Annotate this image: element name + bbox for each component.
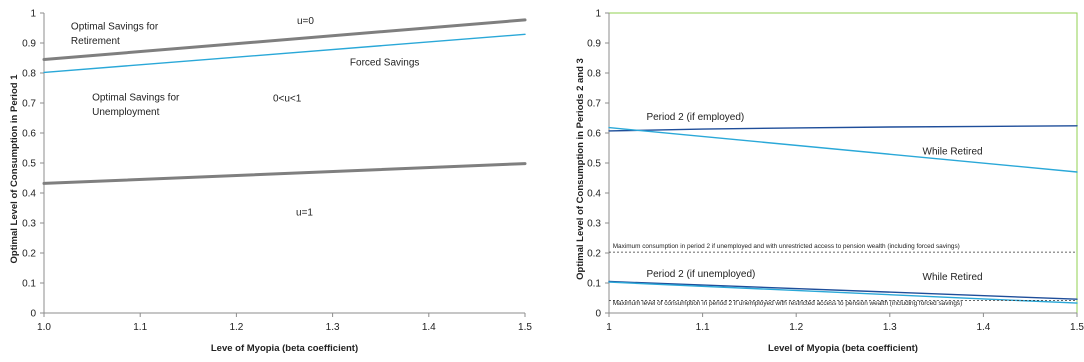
annotation-0: Optimal Savings for [71, 22, 159, 33]
annotation-5: Unemployment [92, 107, 159, 118]
y-tick-label: 0.3 [587, 219, 601, 230]
series-line-2 [608, 280, 1078, 300]
x-tick-label: 1.5 [1070, 322, 1084, 333]
x-axis-label: Level of Myopia (beta coefficient) [768, 343, 918, 354]
y-tick-label: 0.7 [587, 99, 601, 110]
annotation-2: u=0 [297, 16, 314, 27]
series-line-2 [42, 162, 527, 185]
series-line-0 [608, 125, 1078, 132]
x-tick-label: 1.3 [326, 322, 340, 333]
annotation-3: Forced Savings [350, 58, 419, 69]
x-tick-label: 1.5 [518, 322, 532, 333]
x-tick-label: 1.2 [789, 322, 803, 333]
y-tick-label: 0.6 [22, 129, 36, 140]
series-line-0 [42, 18, 527, 61]
y-tick-label: 0.4 [22, 189, 36, 200]
y-tick-label: 0.1 [22, 279, 36, 290]
annotation-4: Optimal Savings for [92, 93, 180, 104]
y-tick-label: 0.7 [22, 99, 36, 110]
x-tick-label: 1.1 [696, 322, 710, 333]
y-tick-label: 0 [595, 309, 601, 320]
x-axis-label: Leve of Myopia (beta coefficient) [211, 343, 358, 354]
y-tick-label: 0.1 [587, 279, 601, 290]
annotation-5: Maximum level of consumption in period 2… [613, 300, 963, 307]
y-tick-label: 1 [30, 9, 36, 20]
y-axis-label: Optimal Level of Consumption in Period 1 [9, 74, 20, 264]
y-tick-label: 1 [595, 9, 601, 20]
annotation-2: Maximum consumption in period 2 if unemp… [613, 243, 960, 250]
x-tick-label: 1.2 [229, 322, 243, 333]
y-tick-label: 0.9 [22, 39, 36, 50]
annotation-1: Retirement [71, 36, 120, 47]
annotation-4: While Retired [923, 272, 983, 283]
plot-border [608, 12, 1078, 314]
annotation-1: While Retired [923, 147, 983, 158]
x-tick-label: 1.3 [883, 322, 897, 333]
y-tick-label: 0.8 [22, 69, 36, 80]
series-line-3 [608, 281, 1078, 304]
y-tick-label: 0.2 [22, 249, 36, 260]
x-tick-label: 1.4 [422, 322, 436, 333]
chart-right: 0 0.1 0.2 0.3 0.4 0.5 0.6 0.7 0.8 0.9 1 1 1.1 1.2 1.3 1… [575, 9, 1084, 355]
y-axis-label: Optimal Level of Consumption in Periods … [575, 58, 586, 280]
chart-left: 0 0.1 0.2 0.3 0.4 0.5 0.6 0.7 0.8 0.9 1 1.0 1.1 1.2 1.… [9, 9, 532, 355]
x-tick-label: 1 [606, 322, 612, 333]
y-tick-label: 0 [30, 309, 36, 320]
annotation-3: Period 2 (if unemployed) [646, 269, 755, 280]
y-tick-label: 0.5 [587, 159, 601, 170]
series-line-1 [43, 33, 526, 74]
y-tick-label: 0.4 [587, 189, 601, 200]
y-tick-label: 0.8 [587, 69, 601, 80]
x-tick-label: 1.4 [976, 322, 990, 333]
x-tick-label: 1.0 [37, 322, 51, 333]
annotation-7: u=1 [296, 208, 313, 219]
y-tick-label: 0.5 [22, 159, 36, 170]
y-tick-label: 0.6 [587, 129, 601, 140]
annotation-0: Period 2 (if employed) [646, 112, 744, 123]
x-tick-label: 1.1 [133, 322, 147, 333]
series-line-1 [608, 126, 1078, 173]
annotation-6: 0<u<1 [273, 94, 302, 105]
y-tick-label: 0.3 [22, 219, 36, 230]
y-tick-label: 0.9 [587, 39, 601, 50]
y-tick-label: 0.2 [587, 249, 601, 260]
